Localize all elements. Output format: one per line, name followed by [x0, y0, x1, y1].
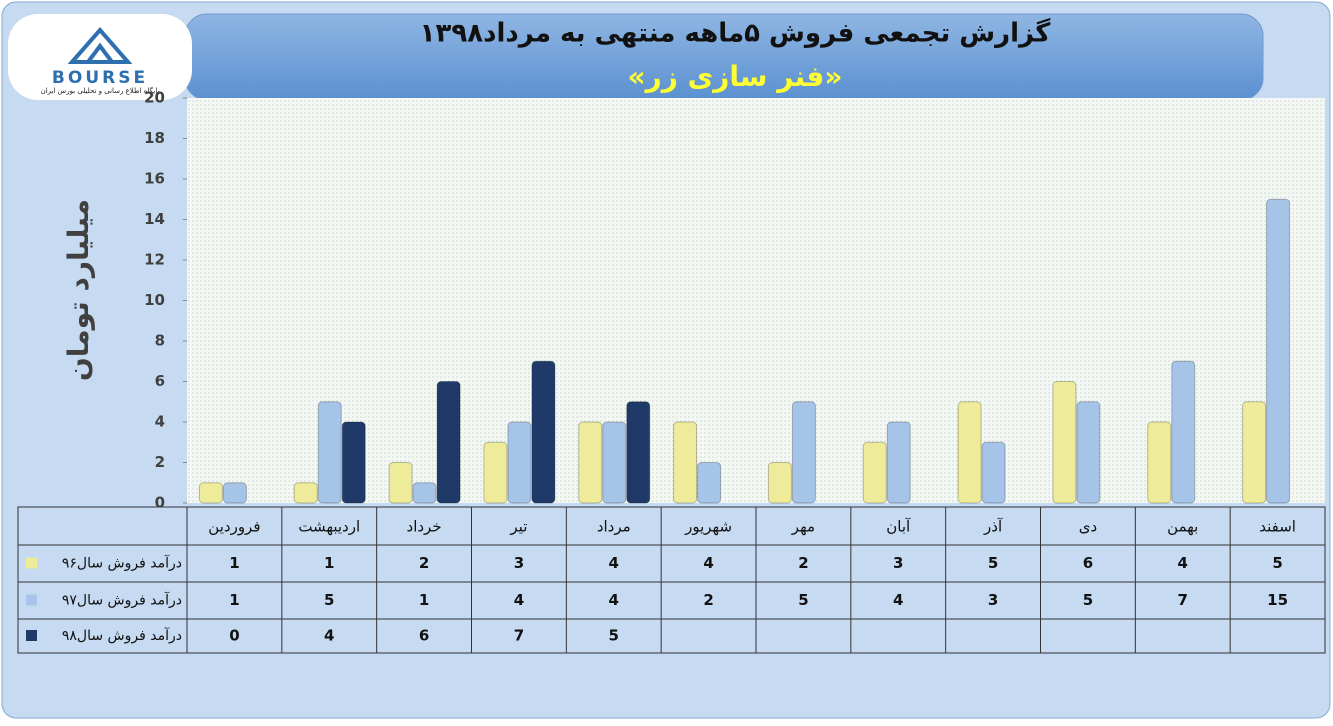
x-tick-label: تیر [509, 518, 527, 536]
bar [222, 482, 247, 504]
x-tick-label: دی [1079, 518, 1097, 536]
logo-icon [67, 26, 133, 64]
legend-key [26, 630, 37, 641]
x-tick-label: بهمن [1167, 518, 1198, 536]
legend-label: درآمد فروش سال۹۸ [62, 627, 182, 644]
data-label: 1 [419, 591, 429, 609]
y-tick-label: 20 [144, 89, 165, 107]
bar [317, 401, 342, 504]
x-tick-label: اردیبهشت [298, 518, 360, 536]
x-tick-label: آبان [886, 518, 911, 536]
bar [531, 360, 556, 504]
y-tick-label: 16 [144, 170, 165, 188]
x-tick-label: مهر [791, 518, 815, 536]
bar [1242, 401, 1267, 504]
x-tick-label: شهریور [684, 518, 732, 536]
y-tick-label: 2 [155, 453, 165, 471]
legend-label: درآمد فروش سال۹۶ [62, 555, 182, 572]
x-tick-label: فروردین [208, 518, 260, 536]
bar [1052, 381, 1077, 504]
bar [341, 421, 366, 504]
data-label: 1 [324, 554, 334, 572]
data-label: 2 [798, 554, 808, 572]
bar [767, 462, 792, 504]
data-label: 6 [419, 627, 429, 645]
bar [886, 421, 911, 504]
data-label: 3 [514, 554, 524, 572]
data-label: 4 [703, 554, 713, 572]
bar [981, 441, 1006, 504]
bar [412, 482, 437, 504]
bar [293, 482, 318, 504]
logo-caption: پایگاه اطلاع رسانی و تحلیلی بورس ایران [41, 86, 160, 95]
bar [673, 421, 698, 504]
logo-text: BOURSE [52, 68, 148, 88]
chart-subtitle: «فنر سازی زر» [628, 60, 843, 93]
x-tick-label: اسفند [1259, 518, 1296, 536]
data-label: 5 [988, 554, 998, 572]
data-label: 0 [229, 627, 239, 645]
bar [1076, 401, 1101, 504]
data-label: 1 [229, 591, 239, 609]
legend-label: درآمد فروش سال۹۷ [62, 592, 182, 609]
data-label: 3 [988, 591, 998, 609]
bar [957, 401, 982, 504]
y-tick-label: 10 [144, 291, 165, 309]
y-tick-label: 8 [155, 332, 165, 350]
data-label: 15 [1267, 591, 1288, 609]
y-tick-label: 18 [144, 129, 165, 147]
data-label: 5 [324, 591, 334, 609]
x-tick-label: آذر [983, 518, 1003, 536]
bar [791, 401, 816, 504]
data-label: 4 [893, 591, 903, 609]
chart-title: گزارش تجمعی فروش ۵ماهه منتهی به مرداد۱۳۹… [420, 18, 1052, 49]
y-tick-label: 4 [155, 413, 165, 431]
y-axis-label: میلیارد تومان [62, 199, 95, 381]
legend-key [26, 557, 37, 569]
bar [602, 421, 627, 504]
y-tick-label: 0 [155, 494, 165, 512]
data-label: 6 [1083, 554, 1093, 572]
data-label: 3 [893, 554, 903, 572]
bar [388, 462, 413, 504]
y-tick-label: 12 [144, 251, 165, 269]
x-tick-label: مرداد [597, 518, 631, 536]
data-label: 5 [609, 627, 619, 645]
x-tick-label: خرداد [407, 518, 442, 536]
data-label: 4 [514, 591, 524, 609]
y-tick-label: 14 [144, 210, 165, 228]
bar [1147, 421, 1172, 504]
data-label: 7 [1178, 591, 1188, 609]
bar [198, 482, 223, 504]
bar [578, 421, 603, 504]
bar [483, 441, 508, 504]
data-label: 4 [609, 591, 619, 609]
data-label: 1 [229, 554, 239, 572]
bar [1171, 360, 1196, 504]
bar [862, 441, 887, 504]
data-label: 7 [514, 627, 524, 645]
logo-box [8, 14, 192, 100]
data-label: 4 [609, 554, 619, 572]
data-label: 5 [798, 591, 808, 609]
data-label: 5 [1272, 554, 1282, 572]
bar [626, 401, 651, 504]
legend-key [26, 594, 37, 606]
data-label: 4 [324, 627, 334, 645]
plot-area [187, 98, 1325, 503]
data-label: 5 [1083, 591, 1093, 609]
data-label: 2 [419, 554, 429, 572]
bar [507, 421, 532, 504]
y-tick-label: 6 [155, 372, 165, 390]
data-label: 4 [1178, 554, 1188, 572]
bar [697, 462, 722, 504]
bar [1266, 198, 1291, 504]
data-label: 2 [703, 591, 713, 609]
bar [436, 381, 461, 504]
